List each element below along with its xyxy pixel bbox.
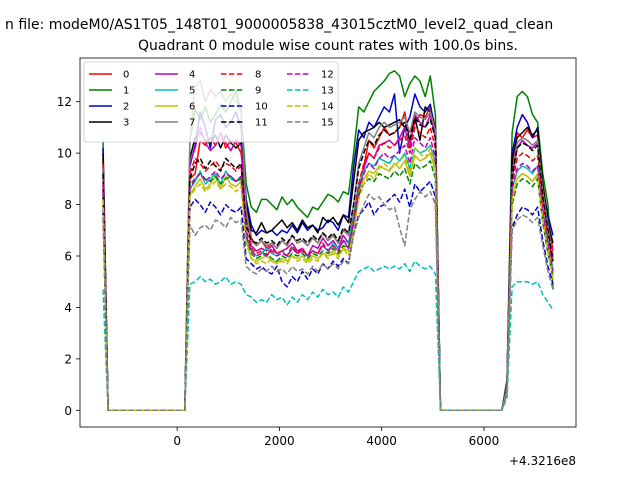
chart-title: Quadrant 0 module wise count rates with … xyxy=(138,38,518,54)
legend-label-8: 8 xyxy=(255,70,261,81)
y-tick-label: 4 xyxy=(64,301,72,315)
series-line-8 xyxy=(102,126,554,412)
series-line-13 xyxy=(102,260,554,412)
x-tick-label: 2000 xyxy=(264,434,295,448)
legend-label-10: 10 xyxy=(255,102,268,113)
y-tick-label: 10 xyxy=(57,147,72,161)
legend-label-3: 3 xyxy=(123,118,129,129)
series-line-11 xyxy=(102,116,554,412)
legend-label-0: 0 xyxy=(123,70,129,81)
series-line-12 xyxy=(102,136,554,412)
x-tick-label: 6000 xyxy=(469,434,500,448)
y-tick-label: 0 xyxy=(64,404,72,418)
legend-label-5: 5 xyxy=(189,86,195,97)
x-offset-label: +4.3216e8 xyxy=(509,454,576,468)
legend-label-11: 11 xyxy=(255,118,268,129)
y-tick-label: 12 xyxy=(57,95,72,109)
legend-box xyxy=(83,61,339,143)
legend-label-15: 15 xyxy=(321,118,334,129)
series-line-15 xyxy=(102,190,554,412)
x-tick-label: 4000 xyxy=(366,434,397,448)
x-tick-label: 0 xyxy=(173,434,181,448)
legend-label-9: 9 xyxy=(255,86,261,97)
legend-label-7: 7 xyxy=(189,118,195,129)
legend-label-6: 6 xyxy=(189,102,195,113)
plot-frame xyxy=(79,57,577,428)
axes-layer: 0 2000 4000 6000 0 2 4 6 8 10 12 xyxy=(57,95,500,448)
chart-suptitle: n file: modeM0/AS1T05_148T01_9000005838_… xyxy=(5,17,553,33)
legend-label-1: 1 xyxy=(123,86,129,97)
y-tick-label: 8 xyxy=(64,198,72,212)
legend-label-2: 2 xyxy=(123,102,129,113)
legend-label-14: 14 xyxy=(321,102,334,113)
legend-label-12: 12 xyxy=(321,70,334,81)
series-line-9 xyxy=(102,160,554,412)
y-tick-label: 6 xyxy=(64,250,72,264)
legend-label-13: 13 xyxy=(321,86,334,97)
legend-label-4: 4 xyxy=(189,70,195,81)
y-tick-label: 2 xyxy=(64,352,72,366)
